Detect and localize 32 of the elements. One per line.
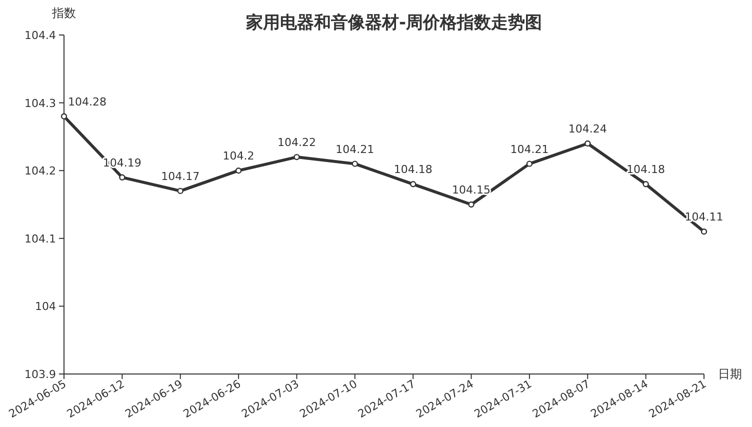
x-axis-title: 日期: [718, 367, 742, 381]
y-tick-label: 104.1: [24, 232, 56, 246]
data-label: 104.22: [277, 136, 316, 150]
data-label: 104.15: [452, 184, 491, 196]
data-label: 104.17: [161, 170, 200, 183]
point: [60, 113, 68, 120]
data-label: 104.18: [394, 163, 432, 176]
point: [119, 174, 126, 180]
data-label: 104.11: [684, 210, 724, 224]
y-tick-label: 104.4: [24, 29, 56, 42]
data-label: 104.24: [568, 122, 607, 136]
point: [526, 160, 533, 167]
point: [352, 160, 358, 167]
point: [700, 228, 708, 235]
point: [584, 140, 591, 147]
data-label: 104.2: [222, 150, 254, 163]
y-tick-label: 104.2: [24, 164, 56, 178]
point: [468, 201, 474, 208]
point: [410, 181, 416, 188]
y-axis-title: 指数: [51, 6, 76, 20]
chart-title: 家用电器和音像器材-周价格指数走势图: [244, 13, 542, 33]
y-tick-label: 104.3: [24, 96, 56, 110]
y-tick-label: 103.9: [24, 368, 56, 381]
y-tick-label: 104: [35, 300, 56, 314]
point: [235, 168, 242, 174]
data-label: 104.21: [336, 142, 374, 156]
point: [177, 188, 184, 194]
data-label: 104.21: [510, 142, 549, 156]
data-label: 104.28: [68, 95, 106, 108]
data-label: 104.18: [626, 163, 666, 176]
point: [642, 181, 649, 188]
point: [294, 154, 300, 160]
